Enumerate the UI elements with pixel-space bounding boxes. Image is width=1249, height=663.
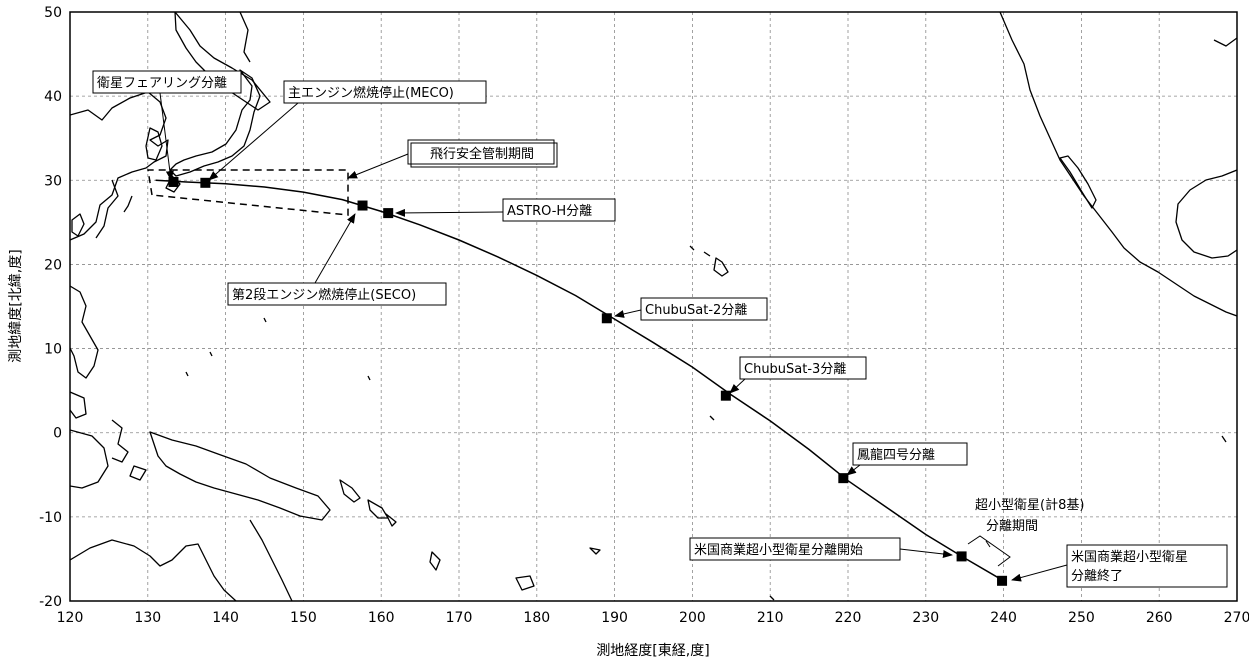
callout-horyu4: 鳳龍四号分離 xyxy=(846,442,968,476)
x-axis-label: 測地経度[東経,度] xyxy=(596,643,709,659)
y-axis-label: 測地緯度[北緯,度] xyxy=(8,249,24,362)
coastlines xyxy=(70,12,1237,601)
x-tick-label: 270 xyxy=(1224,610,1249,626)
callout-us-start-text: 米国商業超小型衛星分離開始 xyxy=(694,542,863,558)
callout-chubusat2: ChubuSat-2分離 xyxy=(614,297,768,321)
callout-fairing: 衛星フェアリング分離 xyxy=(92,70,242,181)
x-tick-label: 230 xyxy=(912,610,939,626)
new-guinea-coastline xyxy=(149,431,331,521)
callout-us-start: 米国商業超小型衛星分離開始 xyxy=(689,537,953,561)
x-tick-label: 260 xyxy=(1146,610,1173,626)
callout-seco-text: 第2段エンジン燃焼停止(SECO) xyxy=(232,287,416,303)
event-marker xyxy=(997,575,1008,586)
event-marker xyxy=(357,200,368,211)
event-marker xyxy=(956,551,967,562)
y-tick-label: -20 xyxy=(39,594,62,610)
event-markers xyxy=(168,176,1008,586)
callout-fairing-text: 衛星フェアリング分離 xyxy=(97,76,227,91)
y-tick-label: 30 xyxy=(44,173,62,189)
callout-us-end: 米国商業超小型衛星 分離終了 xyxy=(1011,544,1228,588)
callout-chubusat3-text: ChubuSat-3分離 xyxy=(744,362,846,377)
callout-safety-text: 飛行安全管制期間 xyxy=(430,146,534,162)
flight-track-line xyxy=(155,179,1004,582)
x-tick-label: 210 xyxy=(757,610,784,626)
flight-safety-region xyxy=(147,169,349,216)
north-america-coastline xyxy=(999,12,1237,317)
x-tick-label: 200 xyxy=(679,610,706,626)
y-tick-label: -10 xyxy=(39,510,62,526)
y-tick-label: 50 xyxy=(44,5,62,21)
axis-ticks: 120 130 140 150 160 170 180 190 200 210 220 230 240 2… xyxy=(39,5,1249,626)
y-tick-label: 40 xyxy=(44,89,62,105)
asia-coastline xyxy=(70,91,169,241)
callout-astroh-text: ASTRO-H分離 xyxy=(507,204,592,219)
event-marker xyxy=(720,390,731,401)
x-tick-label: 160 xyxy=(368,610,395,626)
callout-chubusat2-text: ChubuSat-2分離 xyxy=(645,303,747,318)
callout-astroh: ASTRO-H分離 xyxy=(395,198,616,222)
y-tick-label: 10 xyxy=(44,342,62,358)
callout-meco-text: 主エンジン燃焼停止(MECO) xyxy=(288,85,454,101)
event-marker xyxy=(838,473,849,484)
callout-us-end-line2: 分離終了 xyxy=(1071,568,1123,584)
x-tick-label: 180 xyxy=(523,610,550,626)
callout-meco: 主エンジン燃焼停止(MECO) xyxy=(208,80,487,181)
plot-frame xyxy=(69,11,1238,602)
cubesat-period-line2: 分離期間 xyxy=(986,519,1038,534)
x-tick-label: 150 xyxy=(290,610,317,626)
x-tick-label: 170 xyxy=(446,610,473,626)
x-tick-label: 120 xyxy=(57,610,84,626)
callout-seco: 第2段エンジン燃焼停止(SECO) xyxy=(227,213,447,306)
x-tick-label: 140 xyxy=(212,610,239,626)
event-marker xyxy=(168,176,179,187)
event-marker xyxy=(383,208,394,219)
callout-safety: 飛行安全管制期間 xyxy=(347,139,558,179)
philippines-coastline xyxy=(70,285,99,379)
x-tick-label: 220 xyxy=(835,610,862,626)
x-tick-label: 190 xyxy=(601,610,628,626)
korea-coastline xyxy=(145,127,163,161)
x-tick-label: 240 xyxy=(990,610,1017,626)
y-tick-label: 0 xyxy=(53,426,62,442)
taiwan-coastline xyxy=(71,213,85,237)
callout-us-end-line1: 米国商業超小型衛星 xyxy=(1071,549,1188,565)
australia-coastline xyxy=(70,539,237,601)
event-marker xyxy=(601,313,612,324)
y-tick-label: 20 xyxy=(44,257,62,273)
cubesat-period-line1: 超小型衛星(計8基) xyxy=(975,497,1084,513)
x-tick-label: 130 xyxy=(134,610,161,626)
callout-horyu4-text: 鳳龍四号分離 xyxy=(857,447,935,463)
x-tick-label: 250 xyxy=(1068,610,1095,626)
callouts: 衛星フェアリング分離 主エンジン燃焼停止(MECO) 飛行安全管制期間 第2段エ… xyxy=(92,70,1228,588)
event-marker xyxy=(200,177,211,188)
callout-cubesat-period: 超小型衛星(計8基) 分離期間 xyxy=(967,497,1084,567)
callout-chubusat3: ChubuSat-3分離 xyxy=(729,356,867,394)
hawaii-coastline xyxy=(689,245,729,277)
